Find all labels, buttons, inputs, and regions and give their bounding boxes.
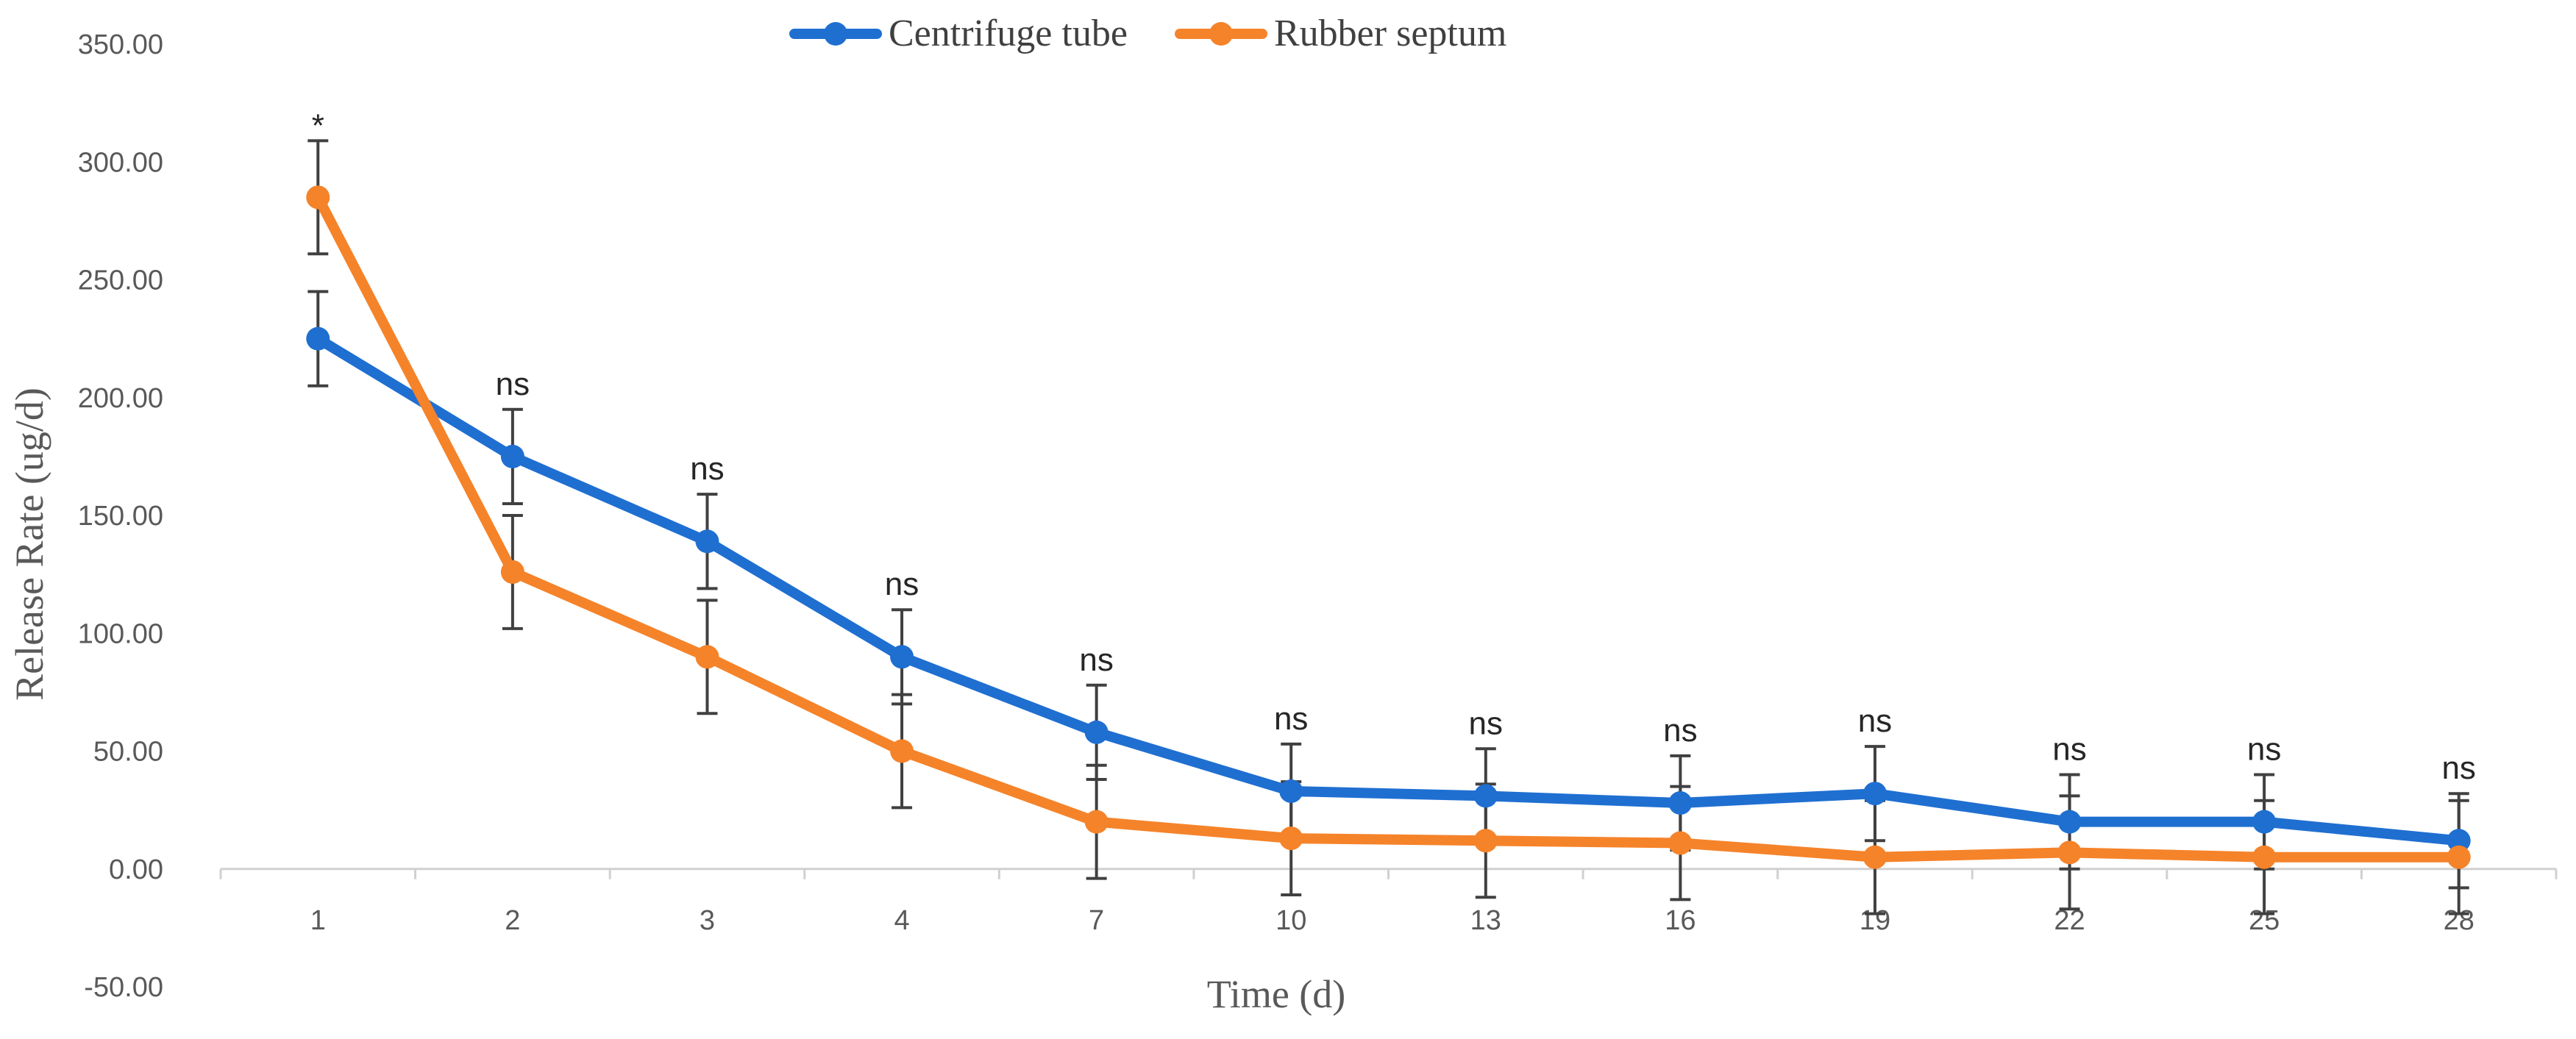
significance-label: ns — [1858, 703, 1892, 739]
y-axis-title: Release Rate (ug/d) — [7, 388, 51, 701]
legend-item-centrifuge-tube: Centrifuge tube — [789, 13, 1128, 54]
data-point-rubber-septum — [1473, 829, 1498, 853]
data-point-rubber-septum — [695, 645, 719, 669]
y-tick-label: 0.00 — [109, 854, 163, 885]
x-tick-label: 2 — [505, 905, 520, 936]
data-point-centrifuge-tube — [306, 326, 330, 351]
y-tick-label: 200.00 — [78, 383, 163, 414]
y-tick-label: 250.00 — [78, 265, 163, 296]
significance-label: ns — [2441, 750, 2475, 786]
data-point-rubber-septum — [890, 739, 914, 763]
data-point-centrifuge-tube — [890, 645, 914, 669]
y-tick-label: -50.00 — [84, 972, 163, 1003]
significance-label: ns — [496, 366, 530, 402]
series-line-centrifuge-tube — [313, 333, 2464, 846]
series-lines — [313, 192, 2464, 863]
x-tick-label: 13 — [1470, 905, 1501, 936]
data-point-rubber-septum — [2447, 845, 2471, 869]
y-tick-label: 300.00 — [78, 147, 163, 178]
y-tick-label: 150.00 — [78, 501, 163, 532]
data-point-centrifuge-tube — [500, 444, 524, 468]
x-tick-label: 4 — [894, 905, 909, 936]
data-point-centrifuge-tube — [1473, 784, 1498, 808]
x-tick-label: 10 — [1275, 905, 1306, 936]
data-point-rubber-septum — [1084, 810, 1109, 834]
significance-label: ns — [690, 451, 724, 487]
significance-label: ns — [2052, 732, 2086, 768]
x-axis-title: Time (d) — [1207, 972, 1346, 1016]
significance-label: ns — [2247, 732, 2281, 768]
legend-item-rubber-septum: Rubber septum — [1175, 13, 1506, 54]
legend-label-centrifuge-tube: Centrifuge tube — [889, 13, 1128, 54]
significance-label: * — [312, 107, 324, 143]
x-axis-ticks: 1 2 3 4 7 10 13 16 19 22 25 28 — [219, 868, 2558, 936]
legend-marker-centrifuge-tube — [824, 22, 847, 46]
legend-marker-rubber-septum — [1209, 22, 1233, 46]
data-point-rubber-septum — [2252, 845, 2277, 869]
data-point-centrifuge-tube — [2252, 810, 2277, 834]
significance-label: ns — [1079, 642, 1113, 678]
data-point-centrifuge-tube — [695, 529, 719, 554]
significance-label: ns — [1274, 701, 1308, 737]
data-point-rubber-septum — [1668, 831, 1693, 855]
significance-label: ns — [1663, 713, 1697, 749]
significance-annotations: * ns ns ns ns ns ns ns ns ns ns ns — [312, 107, 2476, 786]
data-point-centrifuge-tube — [1668, 791, 1693, 815]
y-tick-label: 50.00 — [93, 737, 163, 768]
data-point-rubber-septum — [2057, 840, 2082, 865]
series-line-rubber-septum — [313, 192, 2464, 863]
data-point-centrifuge-tube — [2057, 810, 2082, 834]
x-tick-label: 3 — [700, 905, 715, 936]
y-tick-label: 100.00 — [78, 618, 163, 649]
legend-label-rubber-septum: Rubber septum — [1274, 13, 1506, 54]
data-point-rubber-septum — [1279, 826, 1303, 851]
data-point-centrifuge-tube — [2447, 829, 2471, 853]
x-tick-label: 16 — [1665, 905, 1696, 936]
data-point-centrifuge-tube — [1279, 779, 1303, 803]
y-axis-ticks: -50.00 0.00 50.00 100.00 150.00 200.00 250.00 3… — [78, 29, 163, 1003]
data-point-rubber-septum — [1862, 845, 1887, 869]
data-point-centrifuge-tube — [1862, 782, 1887, 806]
x-tick-label: 7 — [1089, 905, 1104, 936]
data-point-rubber-septum — [500, 560, 524, 584]
y-tick-label: 350.00 — [78, 29, 163, 60]
x-tick-label: 1 — [310, 905, 326, 936]
data-point-centrifuge-tube — [1084, 720, 1109, 744]
significance-label: ns — [885, 566, 919, 602]
series-points — [306, 185, 2471, 869]
data-point-rubber-septum — [306, 185, 330, 210]
significance-label: ns — [1469, 705, 1503, 741]
legend: Centrifuge tube Rubber septum — [789, 13, 1506, 54]
